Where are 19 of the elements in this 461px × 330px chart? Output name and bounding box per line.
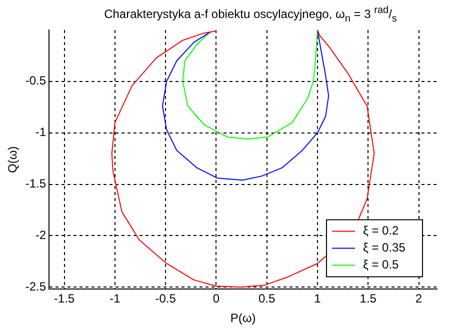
chart-title: Charakterystyka a-f obiektu oscylacyjnego, ω$_{n}$ = 3 $^{rad}$/$_{s}$ [103, 5, 398, 24]
x-tick-label: -1 [110, 292, 121, 306]
x-tick-label: 2 [415, 292, 422, 306]
y-tick-label: -1 [35, 125, 46, 140]
legend-label: ξ = 0.5 [363, 258, 400, 272]
y-tick-label: -0.5 [25, 74, 46, 88]
x-tick-label: 0.5 [258, 292, 276, 306]
x-tick-label: 1.5 [360, 292, 377, 306]
y-tick-label: -2 [35, 228, 46, 242]
y-axis-title: Q(ω) [6, 146, 20, 173]
x-tick-label: 1 [314, 292, 322, 306]
x-tick-label: -1.5 [54, 292, 75, 306]
y-tick-label: -2.5 [25, 279, 46, 294]
x-tick-label: -0.5 [155, 292, 176, 306]
x-tick-label: 0 [212, 292, 220, 306]
legend-label: ξ = 0.35 [363, 240, 406, 255]
y-tick-label: -1.5 [25, 176, 46, 191]
x-axis-title: P(ω) [230, 311, 256, 326]
legend-label: ξ = 0.2 [363, 224, 400, 238]
